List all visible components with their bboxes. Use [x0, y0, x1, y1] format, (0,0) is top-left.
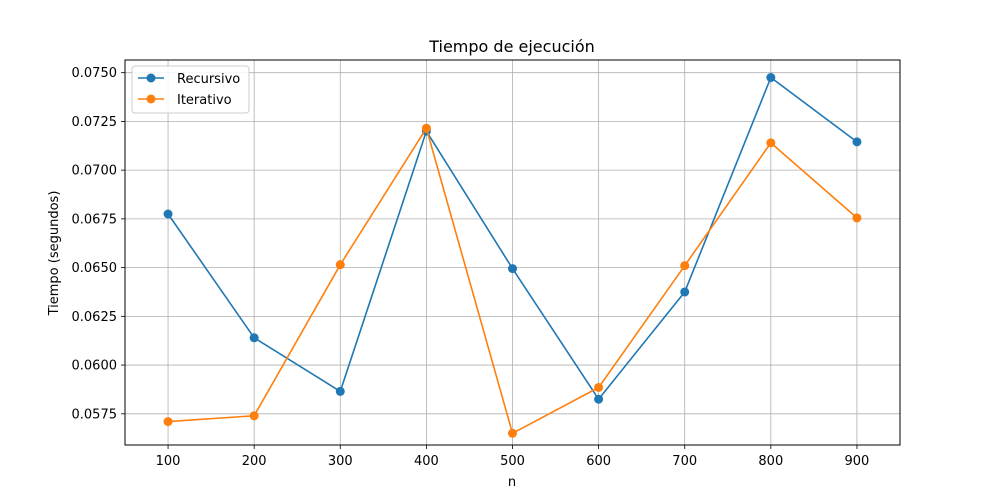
series-layer: [163, 73, 862, 438]
x-tick-label: 100: [156, 454, 181, 469]
data-point-recursivo: [249, 333, 259, 343]
data-point-iterativo: [680, 261, 690, 271]
grid: [125, 60, 900, 445]
chart-title: Tiempo de ejecución: [428, 37, 595, 56]
legend-label-iterativo: Iterativo: [177, 93, 232, 108]
legend: Recursivo Iterativo: [131, 65, 250, 114]
data-point-recursivo: [594, 394, 604, 404]
data-point-iterativo: [163, 417, 173, 427]
y-tick-label: 0.0675: [72, 212, 118, 227]
data-point-recursivo: [163, 209, 173, 219]
y-tick-label: 0.0700: [72, 164, 118, 179]
data-point-recursivo: [335, 386, 345, 396]
y-tick-label: 0.0650: [72, 261, 118, 276]
axes: 100 200 300 400 500 600 700 800 900 0.0575 0.0600 0…: [72, 66, 870, 469]
data-point-recursivo: [508, 264, 517, 274]
x-tick-label: 300: [328, 454, 353, 469]
data-point-recursivo: [680, 287, 690, 297]
data-point-iterativo: [766, 138, 776, 148]
data-point-iterativo: [335, 260, 345, 270]
x-tick-label: 500: [500, 454, 525, 469]
data-point-iterativo: [594, 382, 604, 392]
x-tick-label: 900: [845, 454, 870, 469]
x-tick-label: 200: [242, 454, 267, 469]
data-point-iterativo: [249, 411, 259, 421]
data-point-iterativo: [421, 123, 431, 133]
data-point-recursivo: [852, 137, 862, 147]
data-point-iterativo: [508, 428, 517, 438]
y-tick-label: 0.0725: [72, 115, 118, 130]
x-tick-label: 600: [586, 454, 611, 469]
y-tick-label: 0.0750: [72, 66, 118, 81]
data-point-recursivo: [766, 73, 776, 83]
data-point-iterativo: [852, 213, 862, 223]
legend-label-recursivo: Recursivo: [177, 72, 240, 87]
y-tick-label: 0.0575: [72, 407, 118, 422]
x-tick-label: 800: [758, 454, 783, 469]
legend-marker-recursivo: [146, 73, 156, 83]
x-tick-label: 700: [672, 454, 697, 469]
series-recursivo: [163, 73, 862, 404]
legend-marker-iterativo: [146, 94, 156, 104]
y-tick-label: 0.0600: [72, 359, 118, 374]
x-tick-label: 400: [414, 454, 439, 469]
y-axis-label: Tiempo (segundos): [47, 191, 62, 317]
y-tick-label: 0.0625: [72, 310, 118, 325]
x-axis-label: n: [508, 475, 516, 490]
series-iterativo: [163, 123, 862, 438]
